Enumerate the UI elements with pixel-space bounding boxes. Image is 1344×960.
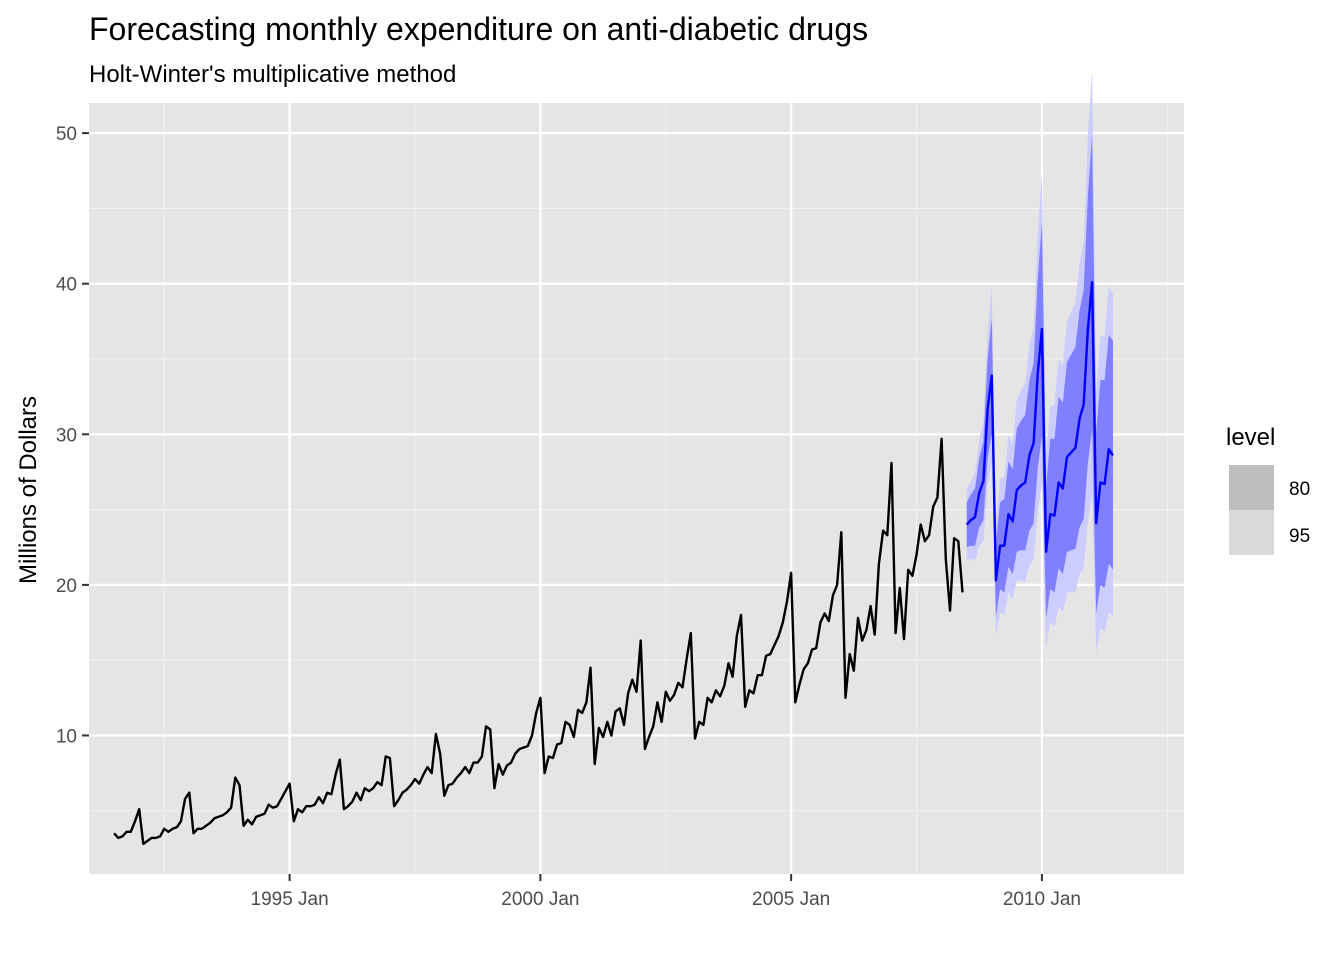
major-gridlines (89, 103, 1184, 874)
y-tick-label: 10 (56, 726, 77, 747)
x-axis: 1995 Jan 2000 Jan 2005 Jan 2010 Jan (251, 874, 1081, 910)
interval-80-ribbon (966, 134, 1113, 618)
y-tick-label: 20 (56, 576, 77, 597)
y-tick-label: 30 (56, 425, 77, 446)
y-tick-label: 50 (56, 124, 77, 145)
legend-swatch-95 (1229, 510, 1274, 555)
legend-title: level (1226, 424, 1275, 451)
observed-series-line (113, 437, 964, 846)
forecast-series-line (965, 281, 1114, 582)
y-tick-label: 40 (56, 275, 77, 296)
legend-label-80: 80 (1289, 479, 1310, 500)
chart-title: Forecasting monthly expenditure on anti-… (89, 11, 868, 47)
y-axis-title: Millions of Dollars (15, 396, 42, 584)
x-tick-label: 1995 Jan (251, 889, 329, 910)
minor-gridlines (89, 103, 1184, 874)
legend-swatch-80 (1229, 465, 1274, 510)
legend-label-95: 95 (1289, 526, 1310, 547)
x-tick-label: 2005 Jan (752, 889, 830, 910)
x-tick-label: 2010 Jan (1003, 889, 1081, 910)
legend: level 80 95 (1226, 424, 1310, 555)
y-axis: 10 20 30 40 50 (56, 124, 89, 747)
x-tick-label: 2000 Jan (501, 889, 579, 910)
chart-subtitle: Holt-Winter's multiplicative method (89, 61, 456, 88)
series-lines (113, 281, 1114, 846)
